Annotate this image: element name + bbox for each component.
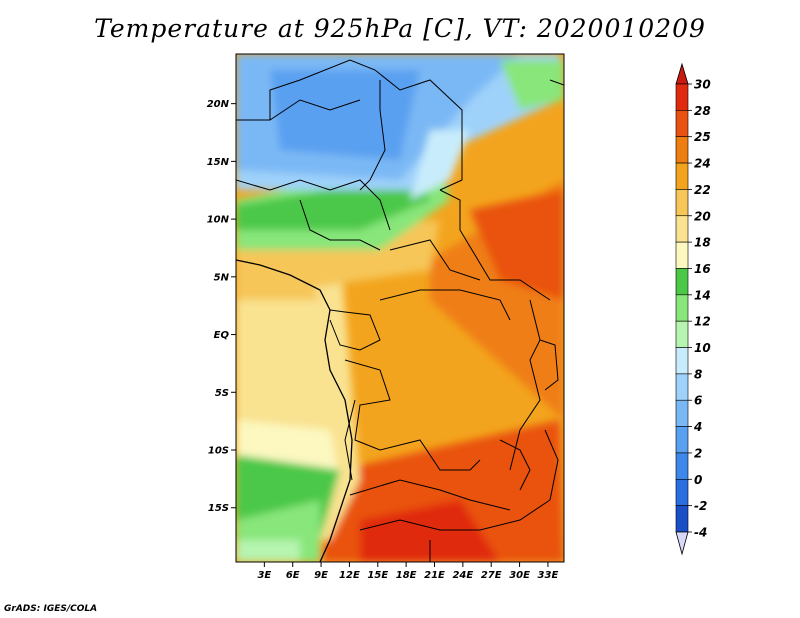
colorbar-label: 0 [694,473,702,487]
lon-tick-label: 12E [339,570,360,581]
lat-tick-label: 10S [208,446,229,457]
colorbar-label: 4 [693,420,702,434]
colorbar-label: 22 [694,183,711,197]
chart-title: Temperature at 925hPa [C], VT: 202001020… [94,14,706,43]
colorbar-box [675,505,689,533]
colorbar-label: 24 [694,157,711,171]
lon-tick-label: 15E [367,570,388,581]
lon-tick-label: 3E [257,570,271,581]
lon-tick-label: 27E [481,570,502,581]
colorbar-label: 12 [694,315,711,329]
colorbar-over-arrow [675,62,689,85]
colorbar-box [675,452,689,480]
colorbar-box [675,215,689,243]
colorbar-box [675,83,689,111]
lat-tick-label: 5S [215,388,229,399]
colorbar-box [675,189,689,217]
colorbar-label: 6 [694,394,702,408]
lon-tick-label: 18E [396,570,417,581]
lon-tick-label: 9E [314,570,328,581]
colorbar-label: 10 [694,341,711,355]
lon-tick-label: 21E [424,570,445,581]
longitude-ticks: 3E 6E 9E 12E 15E 18E 21E 24E 27E 30E 33E [257,562,558,581]
colorbar-box [675,162,689,190]
colorbar-box [675,347,689,375]
colorbar-under-arrow [675,531,689,556]
lat-tick-label: EQ [214,330,230,341]
colorbar-box [675,426,689,454]
colorbar-label: 18 [694,236,711,250]
colorbar-label: -2 [694,499,707,513]
lon-tick-label: 33E [538,570,559,581]
colorbar-label: 14 [694,288,711,302]
colorbar-label: 8 [694,367,702,381]
colorbar-label: 28 [694,104,711,118]
colorbar-label: 30 [694,78,711,92]
lat-tick-label: 15N [207,157,230,168]
colorbar-box [675,241,689,269]
colorbar-label: 25 [694,130,711,144]
colorbar-label: 20 [694,209,711,223]
lon-tick-label: 6E [286,570,300,581]
lon-tick-label: 30E [509,570,530,581]
colorbar-box [675,136,689,164]
colorbar-label: 16 [694,262,711,276]
colorbar-box [675,320,689,348]
latitude-ticks: 20N 15N 10N 5N EQ 5S 10S 15S [207,99,236,514]
colorbar-box [675,478,689,506]
grads-credit: GrADS: IGES/COLA [4,604,98,614]
lat-tick-label: 5N [214,272,230,283]
colorbar-box [675,294,689,322]
lat-tick-label: 10N [207,215,230,226]
lat-tick-label: 15S [208,503,229,514]
map-frame [235,53,565,563]
country-borders [236,59,564,562]
colorbar-box [675,110,689,138]
lat-tick-label: 20N [207,99,230,110]
colorbar-label: 2 [694,446,702,460]
colorbar-box [675,399,689,427]
colorbar-label: -4 [694,526,707,540]
colorbar-box [675,373,689,401]
lon-tick-label: 24E [452,570,473,581]
colorbar-box [675,268,689,296]
temperature-field [236,54,564,562]
